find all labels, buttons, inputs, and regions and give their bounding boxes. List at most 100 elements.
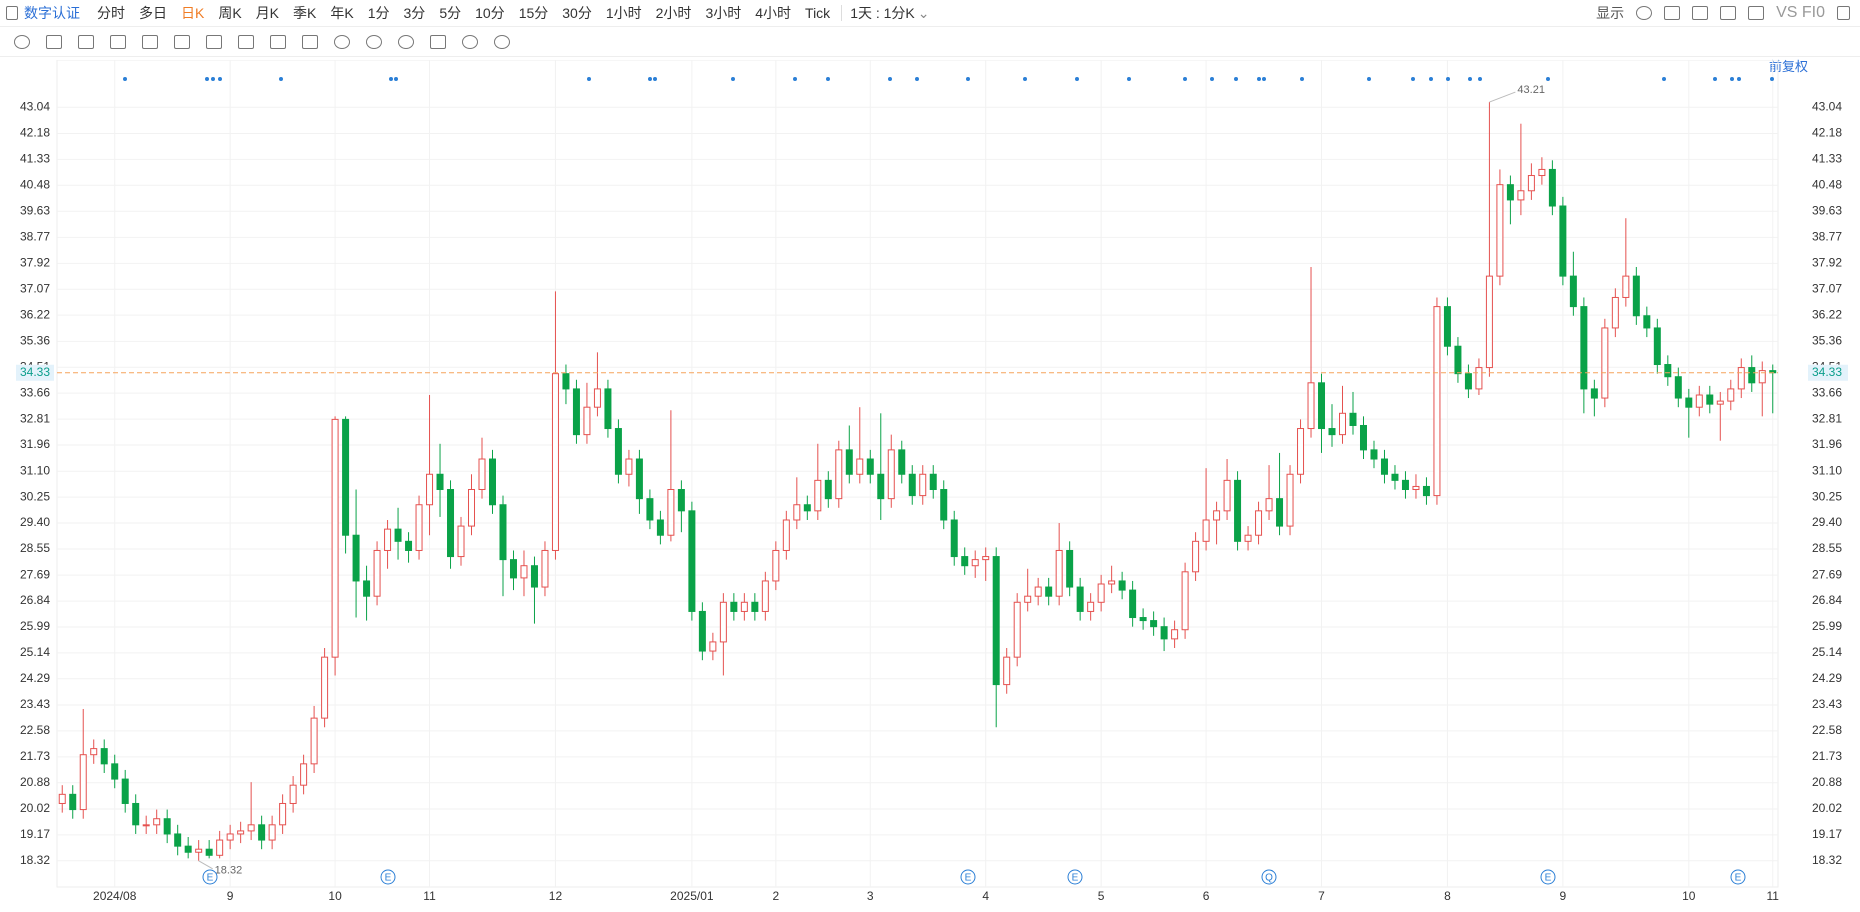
event-marker[interactable]: E xyxy=(1540,869,1556,885)
interval-select[interactable]: 1天 : 1分K xyxy=(850,5,915,21)
fullscreen-icon[interactable] xyxy=(1748,6,1765,20)
last-price-tag-bg xyxy=(1808,364,1848,381)
y-tick-label-right: 30.25 xyxy=(1812,489,1842,503)
arrow-tool[interactable] xyxy=(206,34,222,49)
period-option[interactable]: 3小时 xyxy=(705,5,742,21)
visible-tool[interactable] xyxy=(398,34,414,49)
y-tick-label-right: 29.40 xyxy=(1812,515,1842,529)
note-tool[interactable] xyxy=(270,34,286,49)
candle-body xyxy=(1632,275,1640,317)
move-tool[interactable] xyxy=(14,34,30,49)
period-option[interactable]: Tick xyxy=(805,5,831,21)
period-option[interactable]: 15分 xyxy=(518,5,549,21)
event-label: Q xyxy=(1265,873,1273,884)
y-tick-label: 21.73 xyxy=(20,749,50,763)
candle-body xyxy=(1674,376,1682,399)
camera-icon[interactable] xyxy=(1692,6,1709,20)
x-tick-label: 4 xyxy=(982,889,989,903)
period-option[interactable]: 5分 xyxy=(439,5,462,21)
period-option[interactable]: 季K xyxy=(293,5,317,21)
period-option[interactable]: 4小时 xyxy=(755,5,792,21)
candle-body xyxy=(111,763,119,780)
panel-icon[interactable] xyxy=(1837,6,1850,20)
period-option[interactable]: 年K xyxy=(330,5,354,21)
config-tool[interactable] xyxy=(494,34,510,49)
period-option[interactable]: 1小时 xyxy=(605,5,642,21)
wave-tool[interactable] xyxy=(110,34,126,49)
candle-body xyxy=(436,473,444,491)
candle-body xyxy=(1202,519,1210,542)
candle-body xyxy=(1443,306,1451,347)
event-marker[interactable]: Q xyxy=(1261,869,1277,885)
chart-tool[interactable] xyxy=(142,34,158,49)
candle-body xyxy=(1685,397,1693,408)
period-option[interactable]: 月K xyxy=(255,5,280,21)
period-option[interactable]: 周K xyxy=(218,5,242,21)
y-tick-label-right: 37.07 xyxy=(1812,281,1842,295)
candle-body xyxy=(1013,601,1021,658)
period-option[interactable]: 2小时 xyxy=(655,5,692,21)
period-option[interactable]: 10分 xyxy=(475,5,505,21)
adjust-button[interactable]: 前复权 xyxy=(1768,59,1808,74)
event-dot xyxy=(211,77,215,81)
period-option[interactable]: 30分 xyxy=(562,5,592,21)
y-tick-label-right: 42.18 xyxy=(1812,126,1842,140)
candle-body xyxy=(656,519,664,536)
delete-tool[interactable] xyxy=(430,34,446,49)
right-tools: 显示 VS FI0 xyxy=(1596,0,1850,26)
candle-body xyxy=(845,449,853,475)
event-marker[interactable]: E xyxy=(960,869,976,885)
candle-body xyxy=(1307,382,1315,430)
event-dot xyxy=(1300,77,1304,81)
display-menu[interactable]: 显示 xyxy=(1596,5,1625,21)
event-marker[interactable]: E xyxy=(202,869,218,885)
candle-body xyxy=(279,802,287,826)
candle-body xyxy=(163,818,171,835)
channel-tool[interactable] xyxy=(78,34,94,49)
event-dot xyxy=(389,77,393,81)
measure-tool[interactable] xyxy=(174,34,190,49)
x-tick-label: 2024/08 xyxy=(93,889,137,903)
magnet-tool[interactable] xyxy=(334,34,350,49)
candle-body xyxy=(1569,275,1577,308)
drawing-toolbar xyxy=(0,27,1860,57)
candle-body xyxy=(1748,367,1756,384)
candle-body xyxy=(541,549,549,588)
candle-body xyxy=(698,610,706,652)
edit-icon[interactable] xyxy=(1720,6,1737,20)
event-dot xyxy=(1234,77,1238,81)
y-tick-label-right: 32.81 xyxy=(1812,411,1842,425)
layout-icon[interactable] xyxy=(1664,6,1681,20)
candle-body xyxy=(1380,458,1388,475)
x-tick-label: 9 xyxy=(227,889,234,903)
event-dot xyxy=(205,77,209,81)
y-tick-label: 40.48 xyxy=(20,177,50,191)
candle-body xyxy=(1150,620,1158,628)
period-option[interactable]: 1分 xyxy=(367,5,390,21)
candle-body xyxy=(79,754,87,811)
y-tick-label: 39.63 xyxy=(20,203,50,217)
candle-body xyxy=(100,748,108,765)
period-option[interactable]: 多日 xyxy=(139,5,167,21)
lock-tool[interactable] xyxy=(366,34,382,49)
y-tick-label-right: 18.32 xyxy=(1812,853,1842,867)
compare-button[interactable]: VS FI0 xyxy=(1776,4,1825,21)
link-tool[interactable] xyxy=(462,34,478,49)
settings-icon[interactable] xyxy=(1636,6,1653,20)
max-leader xyxy=(1489,91,1516,103)
candle-body xyxy=(415,504,423,551)
event-marker[interactable]: E xyxy=(1067,869,1083,885)
candle-body xyxy=(1255,510,1263,536)
brand[interactable]: 数字认证 xyxy=(24,5,80,21)
sidebar-toggle[interactable] xyxy=(6,6,18,20)
period-option[interactable]: 日K xyxy=(181,5,205,21)
x-tick-label: 7 xyxy=(1318,889,1325,903)
event-marker[interactable]: E xyxy=(1730,869,1746,885)
line-tool[interactable] xyxy=(46,34,62,49)
period-option[interactable]: 3分 xyxy=(403,5,426,21)
text-tool[interactable] xyxy=(238,34,254,49)
period-option[interactable]: 分时 xyxy=(97,5,125,21)
event-marker[interactable]: E xyxy=(380,869,396,885)
angle-tool[interactable] xyxy=(302,34,318,49)
